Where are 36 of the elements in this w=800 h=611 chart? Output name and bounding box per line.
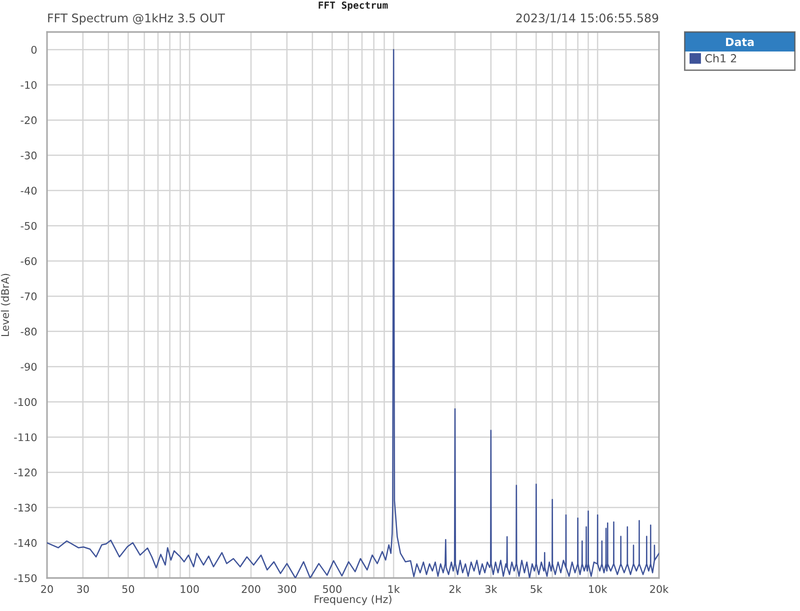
y-tick-label: -30 — [20, 152, 37, 160]
x-tick-label: 300 — [278, 585, 296, 594]
x-tick-label: 30 — [77, 585, 89, 594]
y-tick-label: -60 — [20, 257, 37, 266]
x-tick-label: 1k — [388, 584, 400, 593]
x-tick-label: 100 — [180, 585, 199, 594]
y-tick-label: -150 — [14, 574, 37, 582]
y-tick-label: -10 — [20, 81, 37, 89]
y-tick-label: -90 — [20, 362, 37, 371]
y-tick-label: -80 — [20, 328, 37, 336]
text: 2023/1/14 15:06:55.589 — [516, 13, 658, 24]
x-tick-label: 10k — [589, 584, 608, 594]
y-tick-label: -120 — [14, 468, 37, 476]
x-tick-label: 2k — [449, 584, 462, 593]
y-tick-label: -110 — [14, 433, 37, 442]
y-tick-label: -100 — [14, 398, 37, 406]
legend-label: Ch1 2 — [705, 54, 736, 62]
y-tick-label: 0 — [31, 46, 37, 54]
y-axis-title: Level (dBrA) — [0, 274, 10, 336]
x-tick-label: 200 — [242, 585, 260, 594]
y-tick-label: -40 — [20, 186, 37, 195]
chart-title: FFT Spectrum — [318, 1, 388, 11]
y-tick-label: -140 — [14, 539, 37, 547]
x-tick-label: 5k — [530, 584, 542, 594]
x-tick-label: 20k — [650, 584, 669, 594]
x-axis-title: Frequency (Hz) — [314, 595, 392, 606]
x-tick-label: 500 — [323, 585, 342, 594]
x-tick-label: 50 — [122, 585, 134, 594]
y-tick-label: -70 — [20, 292, 37, 300]
x-tick-label: 3k — [485, 584, 498, 594]
y-tick-label: -20 — [20, 116, 37, 124]
legend-title: Data — [726, 38, 754, 46]
y-tick-label: -50 — [20, 222, 37, 230]
y-tick-label: -130 — [14, 504, 37, 512]
x-tick-label: 20 — [41, 585, 53, 594]
chart-subtitle: FFT Spectrum @1kHz 3.5 OUT — [48, 13, 225, 25]
